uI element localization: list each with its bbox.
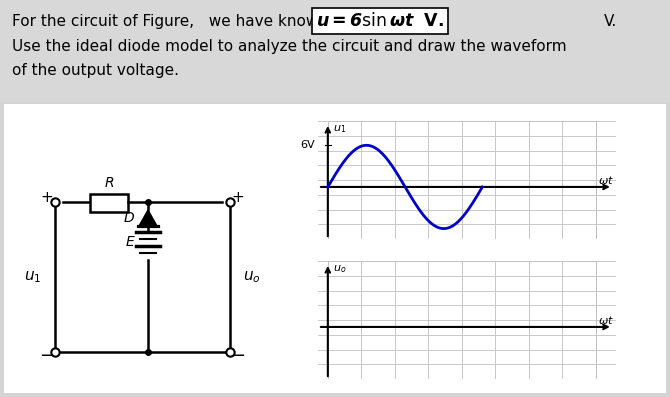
Text: D: D — [123, 211, 134, 225]
Text: +: + — [232, 191, 245, 206]
Text: $\bfit{u} = 6\sin\omega t$  $\mathbf{V.}$: $\bfit{u} = 6\sin\omega t$ $\mathbf{V.}$ — [316, 12, 444, 30]
Text: $u_o$: $u_o$ — [243, 269, 261, 285]
Text: $\omega t$: $\omega t$ — [598, 173, 614, 185]
Text: R: R — [105, 176, 114, 190]
Text: 6V: 6V — [300, 140, 315, 150]
Text: $u_1$: $u_1$ — [24, 269, 42, 285]
Bar — [90, 194, 128, 212]
Text: of the output voltage.: of the output voltage. — [12, 63, 179, 78]
Text: Use the ideal diode model to analyze the circuit and draw the waveform: Use the ideal diode model to analyze the… — [12, 39, 567, 54]
Text: V.: V. — [604, 14, 617, 29]
Text: $u_1$: $u_1$ — [333, 123, 346, 135]
Text: E: E — [125, 235, 134, 249]
Text: −: − — [230, 347, 246, 365]
Bar — [0, 102, 670, 397]
Text: $\omega t$: $\omega t$ — [598, 314, 614, 326]
Text: −: − — [40, 347, 54, 365]
Text: +: + — [41, 191, 54, 206]
Polygon shape — [139, 210, 157, 226]
Bar — [4, 104, 666, 393]
Text: $u_o$: $u_o$ — [333, 263, 346, 275]
Text: For the circuit of Figure,   we have known E=3V,: For the circuit of Figure, we have known… — [12, 14, 381, 29]
